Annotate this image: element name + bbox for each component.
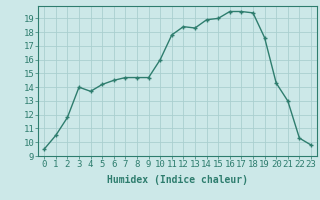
X-axis label: Humidex (Indice chaleur): Humidex (Indice chaleur) bbox=[107, 175, 248, 185]
